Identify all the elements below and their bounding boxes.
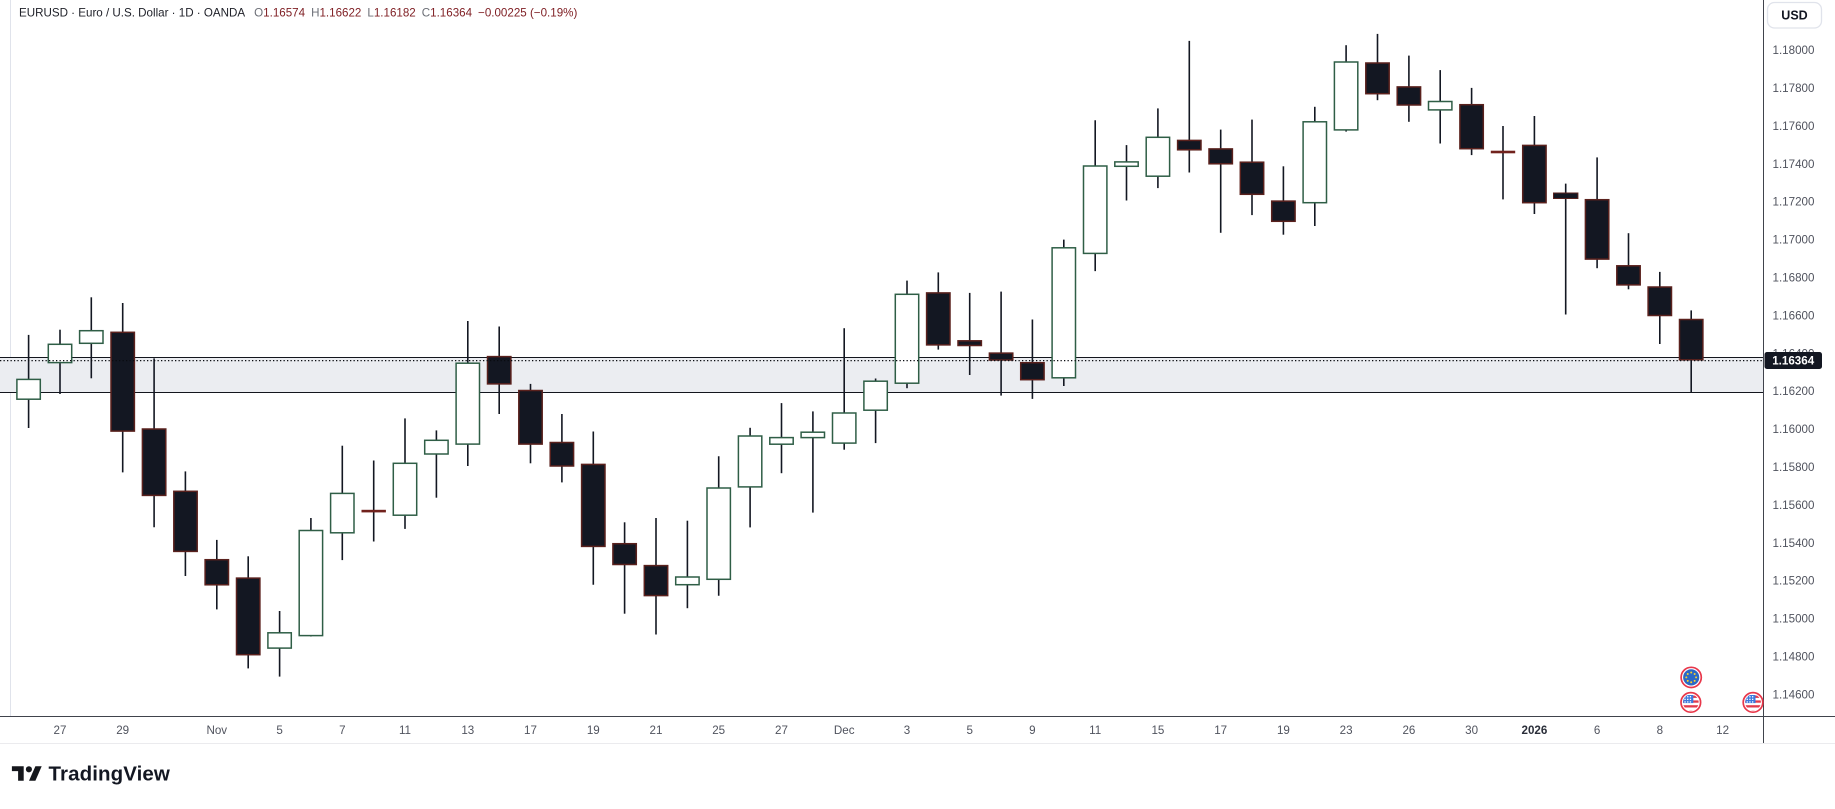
svg-text:13: 13: [461, 724, 474, 737]
svg-text:1.18000: 1.18000: [1773, 44, 1815, 57]
svg-text:25: 25: [712, 724, 725, 737]
svg-text:1.17200: 1.17200: [1773, 196, 1815, 209]
svg-text:1.15000: 1.15000: [1773, 613, 1815, 626]
svg-text:1.16200: 1.16200: [1773, 385, 1815, 398]
svg-text:1.17800: 1.17800: [1773, 82, 1815, 95]
svg-text:11: 11: [1089, 724, 1101, 737]
svg-text:6: 6: [1594, 724, 1600, 737]
svg-text:19: 19: [587, 724, 600, 737]
svg-text:1.17000: 1.17000: [1773, 234, 1815, 247]
svg-text:27: 27: [54, 724, 67, 737]
svg-text:1.16800: 1.16800: [1773, 272, 1815, 285]
svg-text:1.15400: 1.15400: [1773, 537, 1815, 550]
svg-text:1.15600: 1.15600: [1773, 499, 1815, 512]
svg-text:EURUSD · Euro / U.S. Dollar ·: EURUSD · Euro / U.S. Dollar · 1D · OANDA…: [19, 7, 577, 20]
svg-text:9: 9: [1029, 724, 1035, 737]
svg-text:1.14600: 1.14600: [1773, 688, 1815, 701]
svg-text:1.14800: 1.14800: [1773, 651, 1815, 664]
svg-text:Dec: Dec: [834, 724, 855, 737]
svg-text:1.16000: 1.16000: [1773, 423, 1815, 436]
svg-text:5: 5: [966, 724, 972, 737]
svg-text:29: 29: [116, 724, 129, 737]
svg-text:1.15200: 1.15200: [1773, 575, 1815, 588]
svg-text:27: 27: [775, 724, 788, 737]
svg-text:8: 8: [1657, 724, 1663, 737]
svg-text:2026: 2026: [1522, 724, 1548, 737]
svg-text:USD: USD: [1781, 9, 1807, 23]
svg-text:26: 26: [1402, 724, 1415, 737]
svg-text:12: 12: [1716, 724, 1729, 737]
svg-text:7: 7: [339, 724, 345, 737]
svg-text:1.16600: 1.16600: [1773, 309, 1815, 322]
svg-text:Nov: Nov: [206, 724, 227, 737]
svg-text:5: 5: [276, 724, 282, 737]
svg-text:19: 19: [1277, 724, 1290, 737]
svg-text:15: 15: [1151, 724, 1164, 737]
svg-text:23: 23: [1340, 724, 1353, 737]
svg-text:TradingView: TradingView: [49, 762, 170, 785]
svg-text:3: 3: [904, 724, 910, 737]
svg-text:17: 17: [524, 724, 537, 737]
svg-text:1.15800: 1.15800: [1773, 461, 1815, 474]
svg-text:11: 11: [399, 724, 411, 737]
svg-text:30: 30: [1465, 724, 1478, 737]
svg-text:17: 17: [1214, 724, 1227, 737]
svg-text:1.16364: 1.16364: [1772, 355, 1814, 368]
svg-text:1.17400: 1.17400: [1773, 158, 1815, 171]
svg-text:1.17600: 1.17600: [1773, 120, 1815, 133]
svg-text:21: 21: [650, 724, 663, 737]
